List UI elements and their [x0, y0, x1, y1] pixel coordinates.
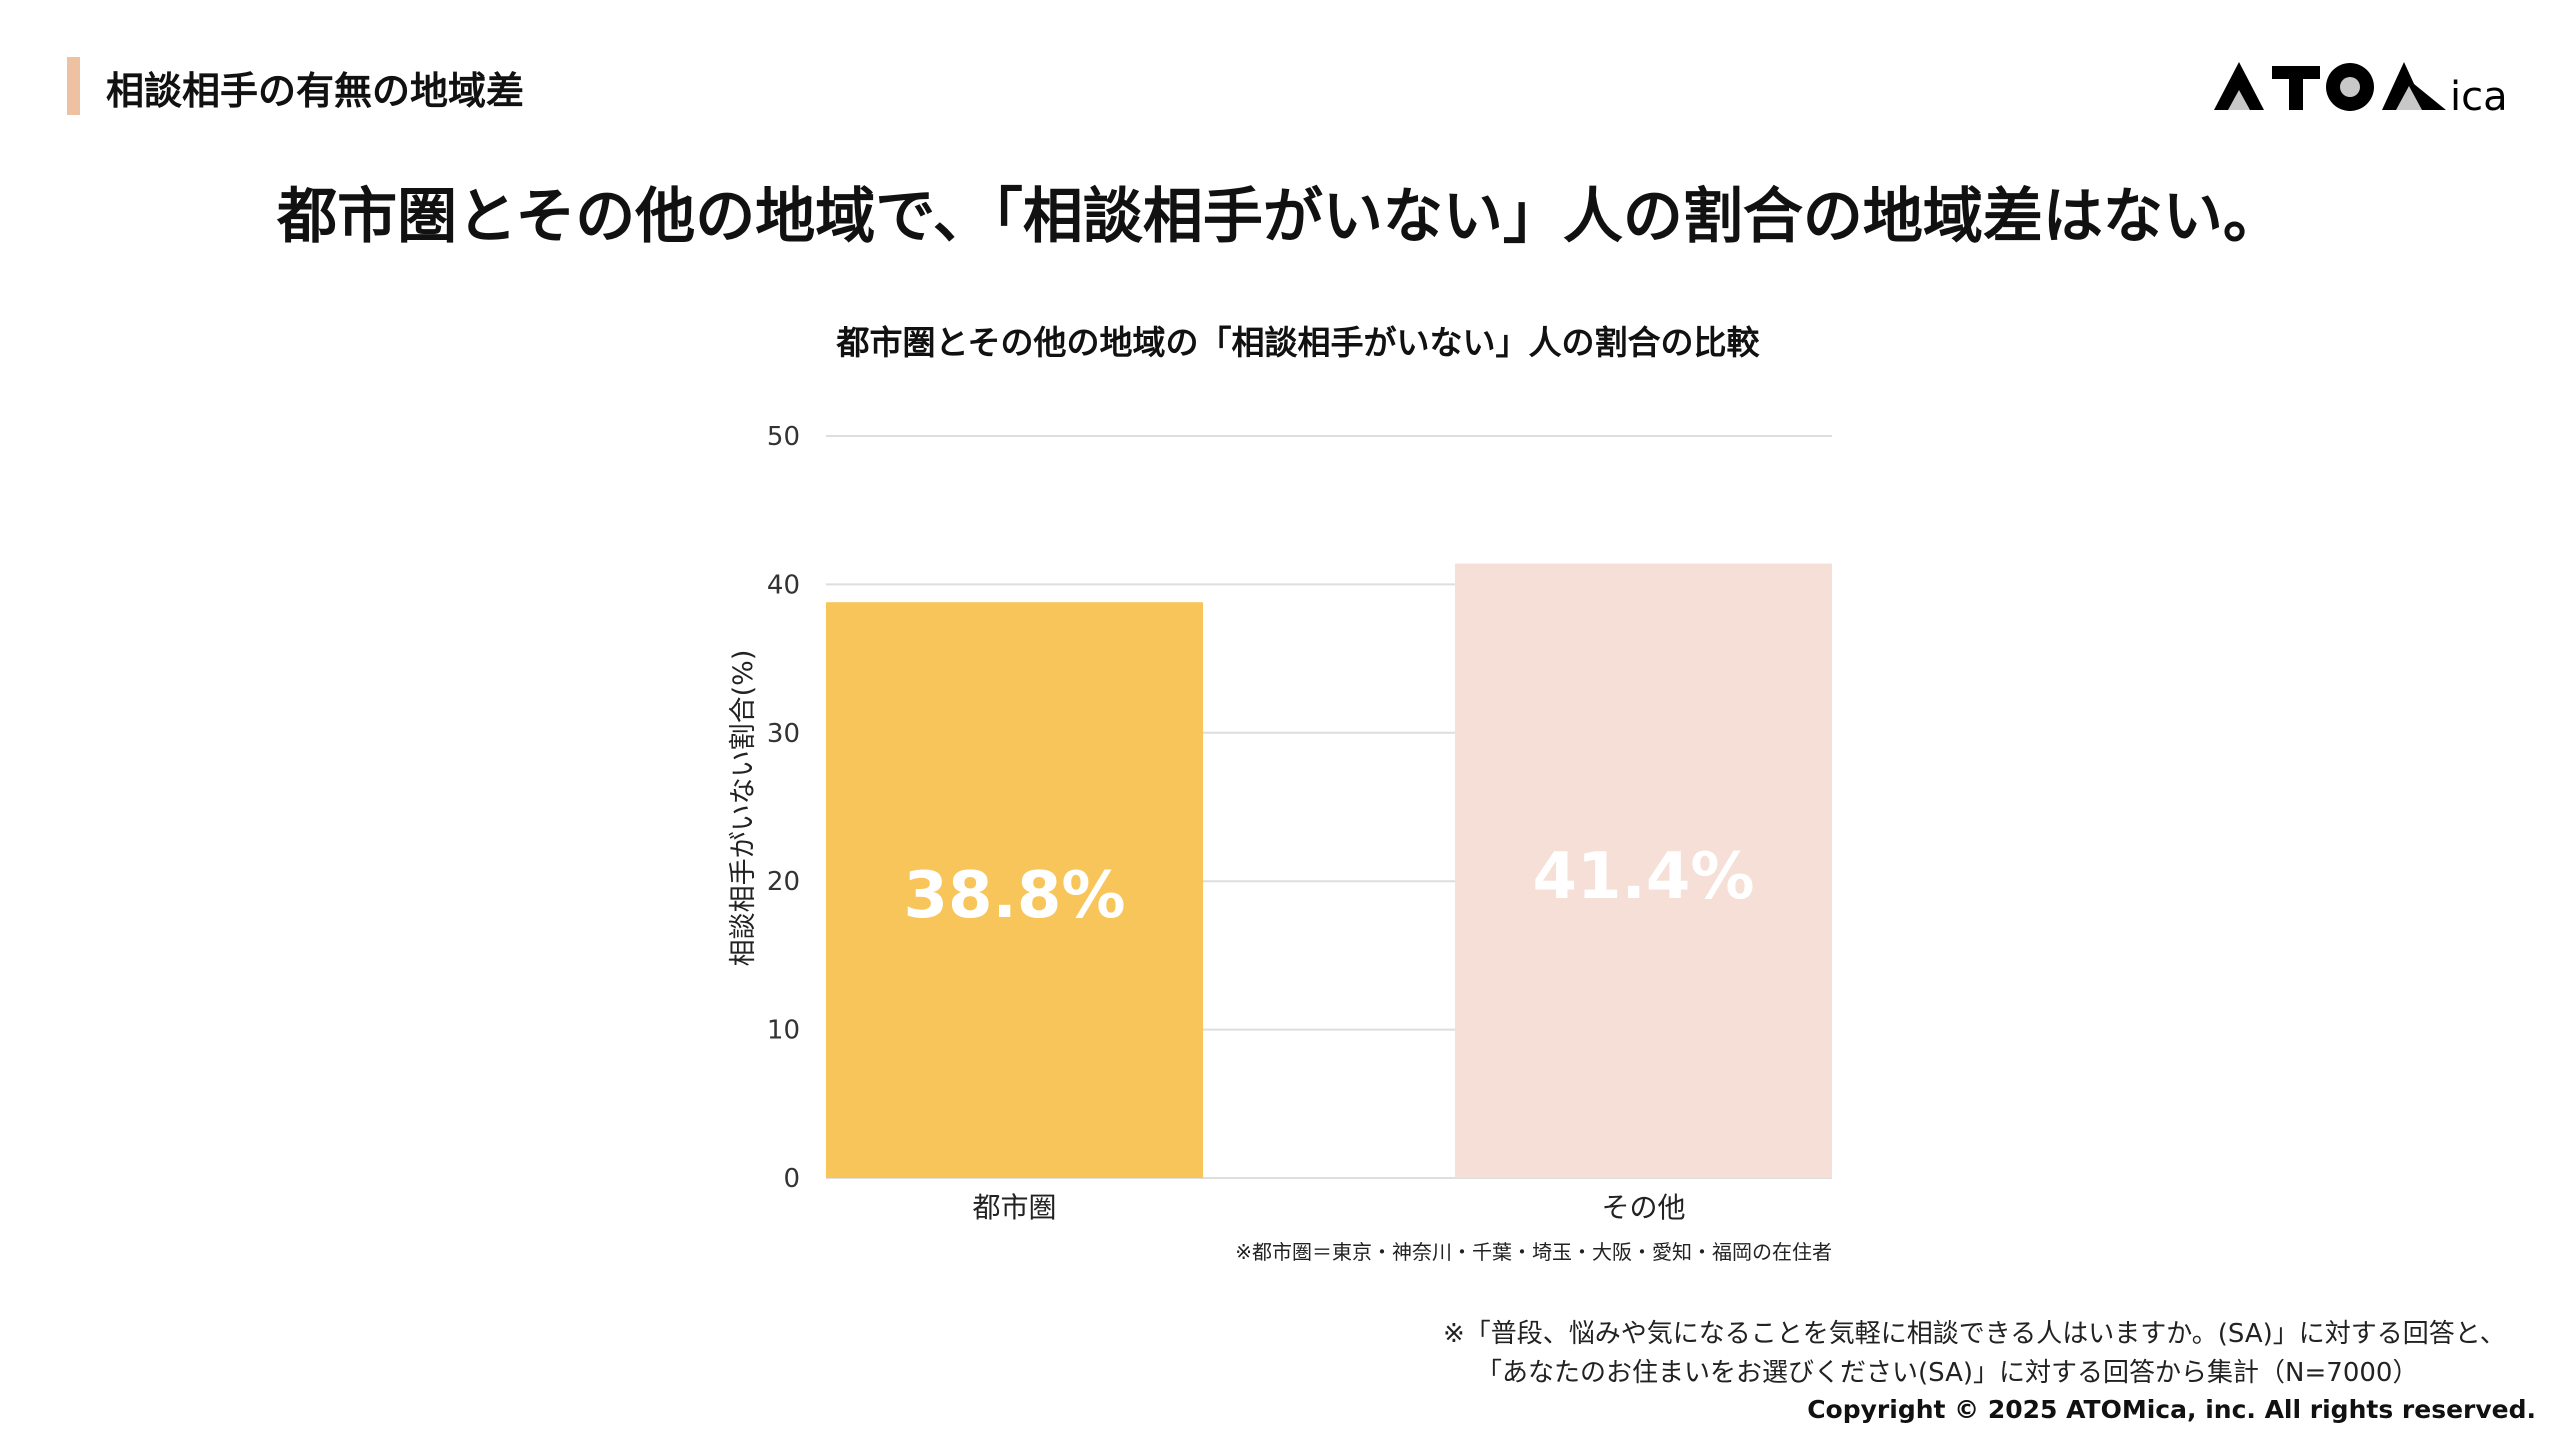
- section-accent-bar: [67, 57, 80, 115]
- y-tick-label: 10: [767, 1016, 800, 1046]
- svg-text:ica: ica: [2450, 74, 2508, 118]
- bar: [1455, 563, 1832, 1178]
- y-tick-label: 40: [767, 570, 800, 600]
- x-category-label: 都市圏: [972, 1191, 1056, 1224]
- chart-note: ※都市圏＝東京・神奈川・千葉・埼玉・大阪・愛知・福岡の在住者: [1235, 1240, 1832, 1264]
- chart-title: 都市圏とその他の地域の「相談相手がいない」人の割合の比較: [836, 323, 1760, 362]
- section-title: 相談相手の有無の地域差: [106, 69, 525, 113]
- x-category-label: その他: [1601, 1191, 1685, 1224]
- footnote-line-2: 「あなたのお住まいをお選びください(SA)」に対する回答から集計（N=7000）: [1476, 1358, 2419, 1388]
- atomica-logo: ica: [2214, 62, 2508, 118]
- footnote-line-1: ※「普段、悩みや気になることを気軽に相談できる人はいますか。(SA)」に対する回…: [1443, 1319, 2506, 1349]
- y-tick-label: 50: [767, 422, 800, 452]
- bar-value-label: 41.4%: [1532, 840, 1754, 914]
- y-tick-label: 30: [767, 719, 800, 749]
- y-axis-label: 相談相手がいない割合(%): [728, 650, 759, 967]
- headline: 都市圏とその他の地域で、「相談相手がいない」人の割合の地域差はない。: [277, 182, 2283, 252]
- y-tick-label: 20: [767, 867, 800, 897]
- copyright: Copyright © 2025 ATOMica, inc. All right…: [1807, 1395, 2536, 1424]
- bar-value-label: 38.8%: [903, 859, 1125, 933]
- y-tick-label: 0: [783, 1164, 800, 1194]
- bar: [826, 602, 1203, 1178]
